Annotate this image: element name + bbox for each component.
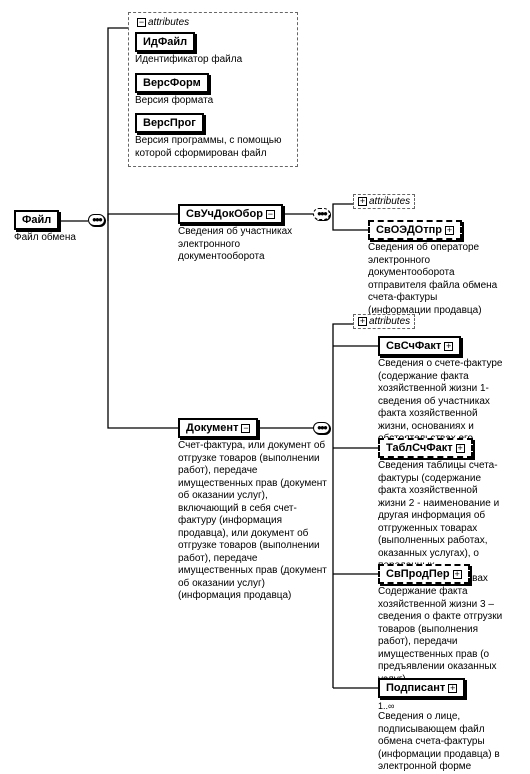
node-document-desc: Счет-фактура, или документ об отгрузке т… [178, 440, 328, 603]
attr-versform-desc: Версия формата [135, 95, 285, 108]
node-file-label: Файл [22, 214, 51, 226]
attr-versprog: ВерсПрог [135, 113, 204, 133]
sequence-connector: ● ● ● [88, 214, 105, 226]
sequence-connector: ● ● ● [313, 208, 330, 220]
sequence-connector: ● ● ● [313, 422, 330, 434]
attr-versprog-desc: Версия программы, с помощью которой сфор… [135, 135, 285, 160]
node-svoedotpr: СвОЭДОтпр+ [368, 220, 462, 240]
attributes-collapsed: +attributes [353, 194, 415, 209]
node-podpisant-card: 1..∞ [378, 701, 518, 711]
node-document: Документ− [178, 418, 258, 438]
expand-icon: + [444, 342, 453, 351]
attr-idfile: ИдФайл [135, 32, 195, 52]
expand-icon: + [445, 226, 454, 235]
node-podpisant: Подписант+ [378, 678, 465, 698]
node-podpisant-desc: Сведения о лице, подписывающем файл обме… [378, 711, 508, 774]
node-svuchdokobor-desc: Сведения об участниках электронного доку… [178, 226, 318, 264]
expand-icon: + [448, 684, 457, 693]
node-svprodper: СвПродПер+ [378, 564, 470, 584]
node-svschfakt: СвСчФакт+ [378, 336, 461, 356]
expand-icon: − [241, 424, 250, 433]
node-tablschfakt: ТаблСчФакт+ [378, 438, 473, 458]
expand-icon: + [453, 570, 462, 579]
xml-schema-diagram: Файл Файл обмена ● ● ● −attributes ИдФай… [8, 8, 522, 765]
node-svprodper-desc: Содержание факта хозяйственной жизни 3 –… [378, 586, 508, 686]
node-file: Файл [14, 210, 59, 230]
attr-versform: ВерсФорм [135, 73, 209, 93]
attributes-collapsed: +attributes [353, 314, 415, 329]
node-svoedotpr-desc: Сведения об операторе электронного докум… [368, 242, 498, 317]
node-svuchdokobor: СвУчДокОбор− [178, 204, 283, 224]
expand-icon: + [456, 444, 465, 453]
expand-icon: − [266, 210, 275, 219]
attributes-header: −attributes [135, 17, 191, 28]
attributes-box-root: −attributes ИдФайл Идентификатор файла В… [128, 12, 298, 167]
attr-idfile-desc: Идентификатор файла [135, 54, 285, 67]
node-file-desc: Файл обмена [14, 232, 76, 245]
